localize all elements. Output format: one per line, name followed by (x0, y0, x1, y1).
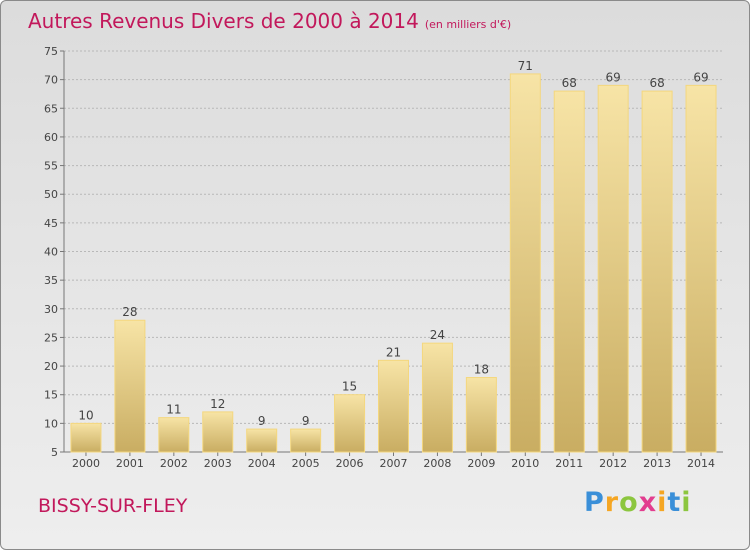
value-label: 10 (78, 408, 93, 422)
proxiti-logo: Proxiti (584, 487, 692, 518)
value-label: 69 (606, 70, 621, 84)
bar-2010 (509, 73, 541, 453)
value-label: 11 (166, 403, 181, 417)
y-tick-label: 10 (44, 417, 58, 430)
logo-letter: r (604, 487, 620, 518)
logo-letter: P (584, 487, 605, 518)
y-tick-label: 30 (44, 303, 58, 316)
x-tick-label: 2007 (380, 457, 408, 470)
x-tick-label: 2000 (72, 457, 100, 470)
x-tick-label: 2004 (248, 457, 276, 470)
bar-2012 (597, 84, 629, 453)
y-tick-label: 50 (44, 188, 58, 201)
bar-2014 (685, 84, 717, 453)
value-label: 68 (649, 76, 664, 90)
chart-title: Autres Revenus Divers de 2000 à 2014 (en … (28, 9, 511, 33)
x-tick-label: 2011 (555, 457, 583, 470)
y-tick-label: 45 (44, 217, 58, 230)
logo-letter: x (638, 487, 658, 518)
bar-2005 (290, 428, 322, 453)
x-tick-label: 2005 (292, 457, 320, 470)
logo-letter: i (657, 487, 668, 518)
chart-title-text: Autres Revenus Divers de 2000 à 2014 (28, 9, 419, 33)
x-tick-label: 2002 (160, 457, 188, 470)
bar-2009 (465, 377, 497, 453)
bar-2004 (246, 428, 278, 453)
y-tick-label: 40 (44, 246, 58, 259)
value-label: 9 (302, 414, 310, 428)
bar-2001 (114, 319, 146, 453)
bar-2002 (158, 417, 190, 453)
bar-2007 (378, 359, 409, 453)
bar-2013 (641, 90, 673, 453)
value-label: 69 (693, 70, 708, 84)
value-label: 68 (562, 76, 577, 90)
y-tick-label: 20 (44, 360, 58, 373)
x-tick-label: 2014 (687, 457, 715, 470)
bar-2000 (70, 422, 102, 453)
y-tick-label: 5 (51, 446, 58, 459)
x-tick-label: 2008 (423, 457, 451, 470)
value-label: 12 (210, 397, 225, 411)
x-tick-label: 2006 (336, 457, 364, 470)
logo-letter: o (619, 487, 639, 518)
x-tick-label: 2012 (599, 457, 627, 470)
y-tick-label: 60 (44, 131, 58, 144)
value-label: 21 (386, 345, 401, 359)
y-tick-label: 55 (44, 160, 58, 173)
value-label: 15 (342, 380, 357, 394)
value-label: 28 (122, 305, 137, 319)
value-label: 71 (518, 59, 533, 73)
logo-letter: t (667, 487, 682, 518)
bar-2011 (553, 90, 585, 453)
bar-2003 (202, 411, 234, 453)
logo-letter: i (681, 487, 692, 518)
x-tick-label: 2010 (511, 457, 539, 470)
value-label: 24 (430, 328, 445, 342)
x-tick-label: 2001 (116, 457, 144, 470)
x-tick-label: 2009 (467, 457, 495, 470)
y-tick-label: 75 (44, 45, 58, 58)
x-tick-label: 2013 (643, 457, 671, 470)
y-tick-label: 65 (44, 102, 58, 115)
y-tick-label: 25 (44, 331, 58, 344)
commune-name: BISSY-SUR-FLEY (38, 495, 188, 517)
bar-2006 (334, 394, 366, 453)
value-label: 9 (258, 414, 266, 428)
value-label: 18 (474, 363, 489, 377)
bar-2008 (421, 342, 453, 453)
chart-subtitle: (en milliers d'€) (424, 18, 512, 31)
y-tick-label: 35 (44, 274, 58, 287)
x-tick-label: 2003 (204, 457, 232, 470)
y-tick-label: 15 (44, 389, 58, 402)
y-tick-label: 70 (44, 74, 58, 87)
